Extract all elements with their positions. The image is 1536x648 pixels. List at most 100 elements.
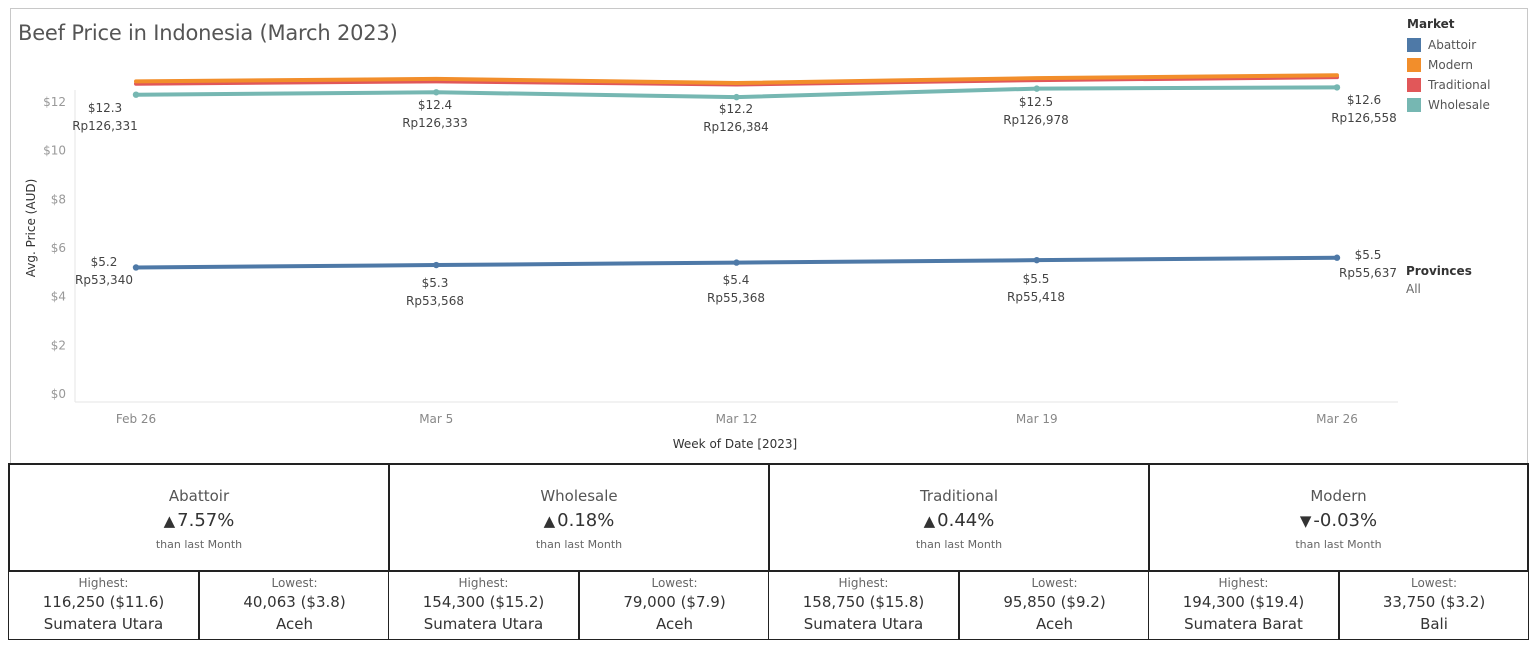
line-chart: $0 $2 $4 $6 $8 $10 $12 Feb 26 Mar 5 Mar 12 Mar 19 M… (24, 73, 1398, 451)
legend-label: Traditional (1428, 78, 1491, 92)
lowest-value: 79,000 ($7.9) (623, 593, 726, 611)
highest-label: Highest: (1218, 576, 1269, 590)
kpi-lowest-traditional: Lowest: 95,850 ($9.2) Aceh (959, 572, 1150, 640)
market-legend: Market Abattoir Modern Traditional Whole… (1407, 17, 1490, 115)
y-tick-label: $4 (51, 290, 66, 304)
highest-label: Highest: (458, 576, 509, 590)
data-label-abattoir: $5.2 (91, 255, 118, 269)
kpi-highest-modern: Highest: 194,300 ($19.4) Sumatera Barat (1148, 572, 1339, 640)
kpi-card-abattoir: Abattoir ▲ 7.57% than last Month (8, 463, 390, 572)
data-point-wholesale (433, 89, 440, 96)
y-tick-label: $8 (51, 192, 66, 206)
data-label-abattoir-rp: Rp55,637 (1339, 266, 1397, 280)
filter-title: Provinces (1406, 264, 1472, 278)
kpi-highest-traditional: Highest: 158,750 ($15.8) Sumatera Utara (768, 572, 959, 640)
lowest-label: Lowest: (651, 576, 698, 590)
data-point-wholesale (1033, 85, 1040, 92)
kpi-name: Wholesale (540, 487, 618, 505)
legend-swatch (1407, 78, 1421, 92)
legend-swatch (1407, 98, 1421, 112)
data-label-wholesale-rp: Rp126,333 (402, 116, 468, 130)
lowest-value: 33,750 ($3.2) (1382, 593, 1486, 611)
kpi-lowest-wholesale: Lowest: 79,000 ($7.9) Aceh (579, 572, 770, 640)
down-arrow-icon: ▼ (1299, 512, 1312, 530)
y-axis-title: Avg. Price (AUD) (24, 179, 38, 278)
legend-label: Wholesale (1428, 98, 1490, 112)
kpi-subtitle: than last Month (1295, 538, 1382, 551)
data-point-abattoir (1033, 256, 1040, 264)
provinces-filter[interactable]: Provinces All (1406, 264, 1472, 296)
series-line-modern (134, 73, 1339, 86)
legend-item-modern[interactable]: Modern (1407, 55, 1490, 75)
legend-label: Abattoir (1428, 38, 1477, 52)
kpi-card-modern: Modern ▼ -0.03% than last Month (1148, 463, 1529, 572)
data-label-wholesale-rp: Rp126,331 (72, 119, 138, 133)
highest-value: 154,300 ($15.2) (422, 593, 545, 611)
legend-item-abattoir[interactable]: Abattoir (1407, 35, 1490, 55)
data-point-wholesale (132, 91, 140, 98)
data-label-wholesale-rp: Rp126,384 (703, 120, 769, 134)
lowest-label: Lowest: (1031, 576, 1078, 590)
y-tick-label: $0 (51, 387, 66, 401)
kpi-subtitle: than last Month (915, 538, 1003, 551)
data-label-wholesale-rp: Rp126,978 (1003, 113, 1069, 127)
x-tick-label: Mar 19 (1016, 412, 1058, 426)
kpi-change: ▲ 0.18% (390, 510, 768, 531)
y-tick-label: $2 (51, 338, 66, 352)
data-label-abattoir-rp: Rp53,568 (406, 294, 464, 308)
data-point-abattoir (733, 259, 740, 266)
legend-item-wholesale[interactable]: Wholesale (1407, 95, 1490, 115)
lowest-label: Lowest: (271, 576, 318, 590)
kpi-change-value: 0.18% (557, 510, 615, 531)
data-point-abattoir (433, 261, 440, 269)
kpi-card-wholesale: Wholesale ▲ 0.18% than last Month (388, 463, 770, 572)
highest-value: 116,250 ($11.6) (42, 593, 165, 611)
x-tick-label: Mar 26 (1316, 412, 1358, 426)
lowest-region: Aceh (656, 615, 693, 633)
up-arrow-icon: ▲ (923, 512, 936, 530)
lowest-value: 40,063 ($3.8) (243, 593, 346, 611)
kpi-lowest-modern: Lowest: 33,750 ($3.2) Bali (1339, 572, 1529, 640)
x-tick-label: Mar 5 (419, 412, 453, 426)
data-point-wholesale (1333, 84, 1341, 91)
kpi-name: Traditional (919, 487, 999, 505)
legend-item-traditional[interactable]: Traditional (1407, 75, 1490, 95)
x-axis-title: Week of Date [2023] (673, 437, 797, 451)
kpi-highest-abattoir: Highest: 116,250 ($11.6) Sumatera Utara (8, 572, 199, 640)
data-label-abattoir: $5.5 (1355, 248, 1382, 262)
highest-value: 194,300 ($19.4) (1182, 593, 1305, 611)
x-tick-label: Mar 12 (716, 412, 758, 426)
up-arrow-icon: ▲ (163, 512, 176, 530)
data-point-abattoir (132, 264, 140, 271)
kpi-subtitle: than last Month (535, 538, 623, 551)
legend-swatch (1407, 58, 1421, 72)
filter-value[interactable]: All (1406, 282, 1421, 296)
kpi-change: ▲ 7.57% (10, 510, 388, 531)
highest-label: Highest: (838, 576, 889, 590)
data-label-abattoir: $5.5 (1023, 272, 1050, 286)
lowest-region: Aceh (1036, 615, 1073, 633)
kpi-name: Abattoir (168, 487, 230, 505)
data-label-wholesale: $12.6 (1347, 93, 1381, 107)
data-label-abattoir-rp: Rp55,368 (707, 291, 765, 305)
lowest-label: Lowest: (1410, 576, 1457, 590)
kpi-change: ▼ -0.03% (1150, 510, 1527, 531)
kpi-section: Abattoir ▲ 7.57% than last Month Highest:… (8, 463, 1529, 640)
kpi-card-traditional: Traditional ▲ 0.44% than last Month (768, 463, 1150, 572)
kpi-name: Modern (1310, 487, 1367, 505)
kpi-change-value: -0.03% (1313, 510, 1378, 531)
y-tick-label: $12 (43, 95, 66, 109)
highest-label: Highest: (78, 576, 129, 590)
chart-title: Beef Price in Indonesia (March 2023) (18, 21, 398, 45)
kpi-change-value: 0.44% (937, 510, 995, 531)
kpi-change: ▲ 0.44% (770, 510, 1148, 531)
lowest-value: 95,850 ($9.2) (1003, 593, 1106, 611)
data-label-wholesale-rp: Rp126,558 (1331, 111, 1397, 125)
data-label-wholesale: $12.2 (719, 102, 753, 116)
lowest-region: Aceh (276, 615, 313, 633)
lowest-region: Bali (1420, 615, 1448, 633)
highest-region: Sumatera Barat (1184, 615, 1303, 633)
kpi-highest-wholesale: Highest: 154,300 ($15.2) Sumatera Utara (388, 572, 579, 640)
highest-value: 158,750 ($15.8) (802, 593, 925, 611)
up-arrow-icon: ▲ (543, 512, 556, 530)
